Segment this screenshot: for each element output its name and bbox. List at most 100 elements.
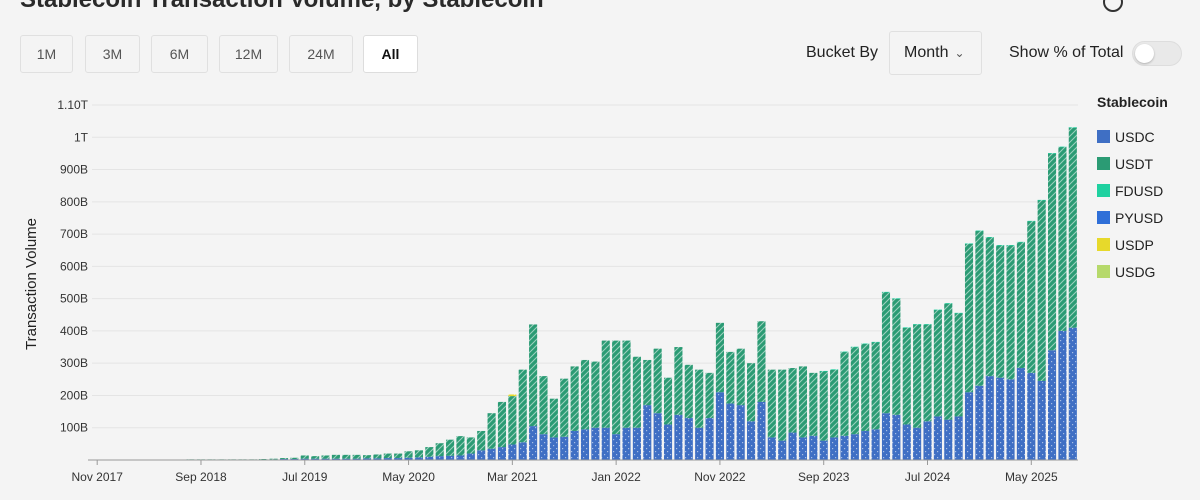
bar-segment-usdt[interactable] [985, 237, 994, 377]
bar-segment-usdc[interactable] [830, 437, 839, 460]
bar-segment-usdc[interactable] [425, 456, 434, 460]
bar-segment-usdt[interactable] [1016, 242, 1025, 369]
bar-segment-usdc[interactable] [352, 458, 361, 460]
bar-segment-usdc[interactable] [892, 414, 901, 460]
bar-segment-usdc[interactable] [736, 405, 745, 460]
bar-segment-fdusd[interactable] [892, 298, 901, 299]
bar-segment-usdt[interactable] [871, 342, 880, 430]
bar-segment-usdt[interactable] [1037, 200, 1046, 381]
bar-segment-usdt[interactable] [975, 230, 984, 386]
legend-item-usdt[interactable]: USDT [1097, 150, 1168, 177]
bar-segment-fdusd[interactable] [830, 369, 839, 370]
bar-segment-fdusd[interactable] [881, 291, 891, 293]
bar-segment-usdc[interactable] [560, 436, 569, 460]
bar-segment-usdt[interactable] [798, 366, 808, 438]
bar-segment-usdc[interactable] [798, 437, 808, 460]
bar-segment-usdc[interactable] [508, 444, 517, 460]
bar-segment-usdc[interactable] [394, 458, 403, 460]
bar-segment-usdt[interactable] [881, 292, 891, 414]
range-button-12m[interactable]: 12M [219, 35, 278, 73]
bar-segment-usdt[interactable] [300, 455, 309, 459]
bar-segment-fdusd[interactable] [923, 324, 932, 325]
bar-segment-usdt[interactable] [259, 459, 268, 460]
bar-segment-usdt[interactable] [736, 348, 745, 406]
bar-segment-usdt[interactable] [778, 369, 787, 441]
bar-segment-usdt[interactable] [653, 348, 662, 414]
bar-segment-usdc[interactable] [362, 458, 372, 460]
bar-segment-usdt[interactable] [705, 372, 714, 419]
bar-segment-usdc[interactable] [529, 426, 538, 460]
bar-segment-usdc[interactable] [778, 440, 787, 460]
bar-segment-fdusd[interactable] [1048, 153, 1057, 154]
bar-segment-usdc[interactable] [487, 448, 496, 460]
bar-segment-usdt[interactable] [373, 454, 382, 459]
bar-segment-usdc[interactable] [601, 427, 610, 460]
bar-segment-usdc[interactable] [881, 413, 891, 460]
bar-segment-usdc[interactable] [331, 458, 340, 460]
bar-segment-usdt[interactable] [352, 454, 361, 459]
bar-segment-usdt[interactable] [695, 369, 704, 428]
bar-segment-usdc[interactable] [964, 392, 974, 460]
bar-segment-usdt[interactable] [570, 366, 579, 431]
range-button-24m[interactable]: 24M [289, 35, 353, 73]
bar-segment-usdt[interactable] [933, 309, 942, 417]
range-button-1m[interactable]: 1M [20, 35, 73, 73]
range-button-3m[interactable]: 3M [85, 35, 140, 73]
bar-segment-usdt[interactable] [674, 347, 683, 415]
bar-segment-usdt[interactable] [747, 363, 756, 422]
bar-segment-usdc[interactable] [570, 430, 579, 460]
bar-segment-usdc[interactable] [497, 447, 507, 460]
bar-segment-usdt[interactable] [477, 430, 486, 451]
bar-segment-fdusd[interactable] [1016, 241, 1025, 243]
bar-segment-usdc[interactable] [622, 427, 631, 460]
legend-item-usdc[interactable]: USDC [1097, 123, 1168, 150]
bar-segment-usdc[interactable] [1058, 330, 1067, 460]
bar-segment-usdc[interactable] [757, 401, 766, 460]
bar-segment-usdc[interactable] [591, 427, 600, 460]
bar-segment-usdt[interactable] [902, 327, 911, 425]
range-button-6m[interactable]: 6M [151, 35, 208, 73]
bar-segment-usdt[interactable] [321, 455, 330, 459]
bar-segment-usdc[interactable] [643, 405, 652, 460]
bar-segment-usdt[interactable] [331, 454, 340, 459]
bar-segment-fdusd[interactable] [913, 324, 922, 325]
bar-segment-fdusd[interactable] [985, 237, 994, 238]
bar-segment-usdt[interactable] [622, 340, 631, 428]
bar-segment-usdt[interactable] [466, 437, 475, 454]
bar-segment-usdt[interactable] [954, 313, 963, 417]
bar-segment-usdc[interactable] [580, 429, 590, 460]
bar-segment-usdc[interactable] [373, 458, 382, 460]
bar-segment-usdc[interactable] [944, 419, 953, 460]
bar-segment-usdt[interactable] [861, 343, 870, 431]
bar-segment-usdt[interactable] [612, 340, 621, 435]
show-percent-toggle[interactable] [1132, 41, 1182, 66]
bar-segment-usdc[interactable] [632, 427, 641, 460]
bar-segment-usdt[interactable] [1006, 245, 1015, 380]
bar-segment-usdt[interactable] [446, 439, 455, 456]
bar-segment-usdc[interactable] [1037, 380, 1046, 460]
bar-segment-usdc[interactable] [1048, 350, 1057, 460]
bar-segment-usdt[interactable] [549, 398, 558, 438]
bar-segment-usdt[interactable] [539, 376, 548, 435]
bar-segment-usdt[interactable] [290, 457, 299, 460]
bar-segment-usdc[interactable] [612, 434, 621, 460]
bar-segment-fdusd[interactable] [902, 327, 911, 328]
bar-segment-usdc[interactable] [414, 457, 423, 460]
bar-segment-usdc[interactable] [477, 450, 486, 460]
bar-segment-usdc[interactable] [383, 458, 392, 460]
bar-segment-usdt[interactable] [601, 340, 610, 428]
bar-segment-usdc[interactable] [311, 458, 320, 460]
bar-segment-usdt[interactable] [580, 359, 590, 430]
bar-segment-usdc[interactable] [446, 455, 455, 460]
bar-segment-usdt[interactable] [383, 453, 392, 459]
bar-segment-usdt[interactable] [757, 321, 766, 402]
legend-item-fdusd[interactable]: FDUSD [1097, 177, 1168, 204]
bar-segment-usdt[interactable] [923, 324, 932, 422]
bar-segment-usdc[interactable] [1006, 379, 1015, 460]
bar-segment-usdt[interactable] [964, 243, 974, 393]
bar-segment-usdt[interactable] [591, 361, 600, 428]
bar-segment-fdusd[interactable] [1068, 127, 1077, 128]
bar-segment-usdc[interactable] [539, 434, 548, 460]
bar-segment-usdt[interactable] [560, 378, 569, 437]
bar-segment-usdc[interactable] [342, 458, 351, 460]
